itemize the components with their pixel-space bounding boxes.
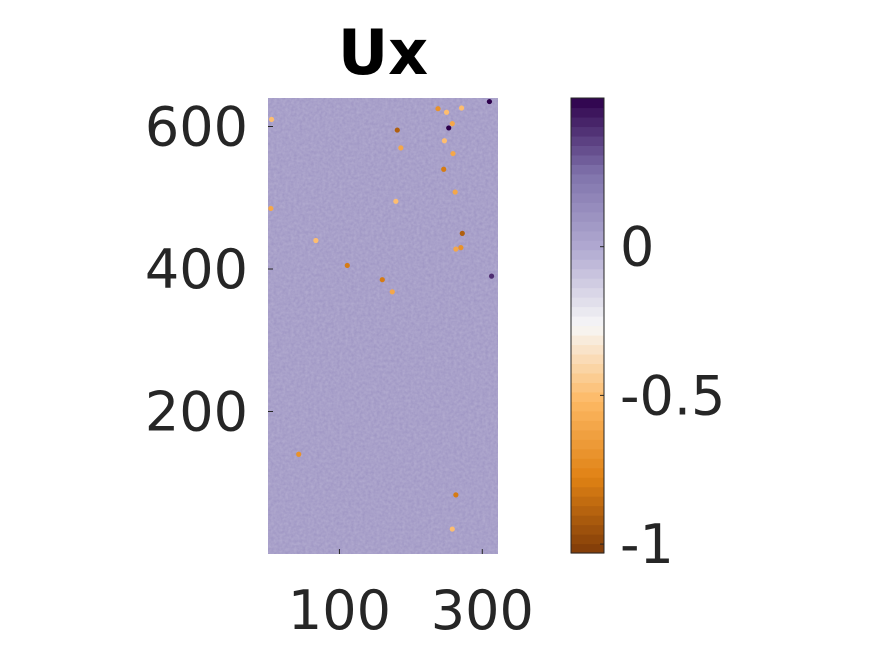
colorbar-tick-label: 0 xyxy=(620,216,654,279)
colorbar-gradient xyxy=(571,98,604,554)
colorbar-segment xyxy=(571,543,604,554)
colorbar-segment xyxy=(571,202,604,213)
colorbar-segment xyxy=(571,126,604,137)
heatmap-hotspot xyxy=(398,145,404,151)
y-tick-label: 600 xyxy=(145,96,248,159)
colorbar-segment xyxy=(571,145,604,156)
colorbar-segment xyxy=(571,297,604,308)
colorbar-frame xyxy=(570,97,605,554)
colorbar-segment xyxy=(571,496,604,507)
heatmap-hotspot xyxy=(453,492,459,498)
heatmap-hotspots xyxy=(268,98,495,532)
heatmap-hotspot xyxy=(268,205,274,212)
heatmap-hotspot xyxy=(389,289,395,295)
y-axis: 200 400 600 xyxy=(145,96,273,444)
colorbar-segment xyxy=(571,534,604,545)
colorbar-segment xyxy=(571,107,604,118)
heatmap-hotspot xyxy=(393,198,399,204)
colorbar-segment xyxy=(571,287,604,298)
heatmap-hotspot xyxy=(449,121,455,127)
heatmap-hotspot xyxy=(458,105,465,111)
colorbar-segment xyxy=(571,363,604,374)
colorbar-segment xyxy=(571,154,604,165)
x-tick-label: 100 xyxy=(288,579,391,642)
colorbar-segment xyxy=(571,183,604,194)
heatmap-hotspot xyxy=(441,138,448,144)
heatmap-hotspot xyxy=(459,230,465,236)
heatmap-plot-area xyxy=(268,98,498,554)
y-tick-label: 200 xyxy=(145,381,248,444)
heatmap-hotspot xyxy=(458,245,464,251)
heatmap-hotspot xyxy=(394,127,400,133)
x-axis: 100 300 xyxy=(288,549,534,642)
colorbar-segment xyxy=(571,230,604,241)
colorbar-segment xyxy=(571,325,604,336)
colorbar-segment xyxy=(571,353,604,365)
heatmap-hotspot xyxy=(452,189,458,195)
colorbar-segment xyxy=(571,135,604,146)
colorbar-segment xyxy=(571,164,604,175)
colorbar-segment xyxy=(571,259,604,270)
colorbar-segment xyxy=(571,98,604,109)
colorbar-segment xyxy=(571,306,604,317)
heatmap-hotspot xyxy=(268,116,275,122)
heatmap-hotspot xyxy=(443,109,450,115)
heatmap-hotspot xyxy=(453,246,459,252)
heatmap-hotspot xyxy=(441,166,447,172)
colorbar-ticks: 0 -0.5 -1 xyxy=(600,216,725,576)
colorbar-segment xyxy=(571,486,604,497)
heatmap-texture xyxy=(268,98,498,554)
colorbar-segment xyxy=(571,316,604,327)
colorbar-segment xyxy=(571,410,604,421)
colorbar-segment xyxy=(571,249,604,260)
colorbar-segment xyxy=(571,391,604,402)
colorbar-tick-label: -1 xyxy=(620,513,674,576)
colorbar-segment xyxy=(571,211,604,222)
heatmap-hotspot xyxy=(488,273,495,279)
colorbar: 0 -0.5 -1 xyxy=(570,97,725,576)
colorbar-segment xyxy=(571,344,604,355)
colorbar-segment xyxy=(571,477,604,488)
heatmap-hotspot xyxy=(449,526,455,532)
colorbar-segment xyxy=(571,467,604,478)
colorbar-segment xyxy=(571,116,604,128)
colorbar-segment xyxy=(571,524,604,535)
heatmap-hotspot xyxy=(296,451,302,457)
colorbar-segment xyxy=(571,372,604,383)
colorbar-segment xyxy=(571,401,604,412)
y-tick-label: 400 xyxy=(145,238,248,301)
heatmap-hotspot xyxy=(486,98,493,105)
heatmap-hotspot xyxy=(435,106,441,112)
x-tick-label: 300 xyxy=(431,579,534,642)
colorbar-segment xyxy=(571,505,604,516)
colorbar-segment xyxy=(571,221,604,232)
colorbar-segment xyxy=(571,448,604,459)
colorbar-segment xyxy=(571,382,604,393)
colorbar-segment xyxy=(571,439,604,450)
heatmap-hotspot xyxy=(379,277,385,283)
colorbar-segment xyxy=(571,334,604,346)
chart-title: Ux xyxy=(338,16,428,89)
colorbar-segment xyxy=(571,429,604,440)
colorbar-segment xyxy=(571,278,604,289)
heatmap-hotspot xyxy=(446,125,452,131)
colorbar-tick-label: -0.5 xyxy=(620,364,725,427)
colorbar-segment xyxy=(571,240,604,251)
colorbar-segment xyxy=(571,420,604,431)
colorbar-segment xyxy=(571,515,604,526)
colorbar-segment xyxy=(571,458,604,469)
heatmap-hotspot xyxy=(313,237,319,244)
heatmap-hotspot xyxy=(450,150,456,157)
colorbar-segment xyxy=(571,268,604,279)
colorbar-segment xyxy=(571,173,604,184)
colorbar-segment xyxy=(571,192,604,203)
heatmap-hotspot xyxy=(344,262,350,269)
